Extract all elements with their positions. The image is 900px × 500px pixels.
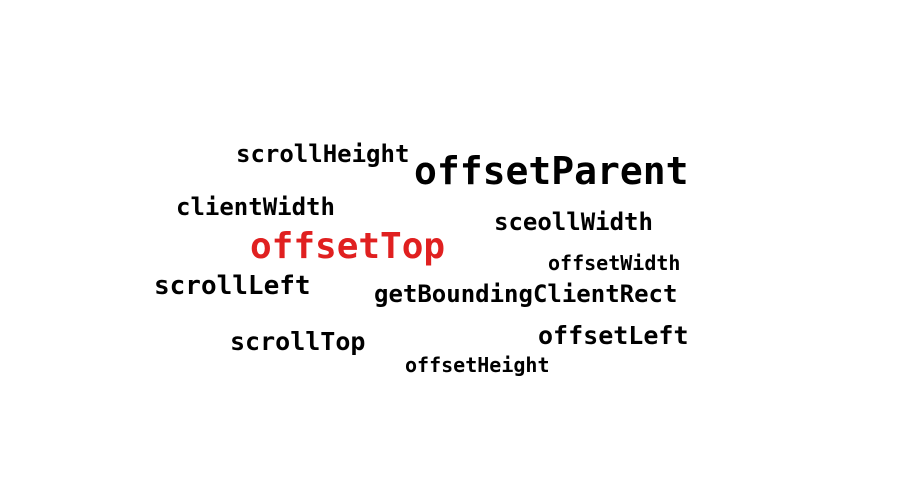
word-scroll-top: scrollTop: [230, 327, 366, 356]
word-offset-height: offsetHeight: [405, 353, 550, 377]
word-offset-left: offsetLeft: [538, 321, 689, 350]
word-offset-parent: offsetParent: [414, 149, 689, 193]
word-offset-width: offsetWidth: [548, 251, 681, 275]
word-offset-top: offsetTop: [250, 226, 446, 267]
word-scroll-height: scrollHeight: [236, 140, 410, 168]
word-client-width: clientWidth: [176, 193, 335, 221]
word-get-bounding-client-rect: getBoundingClientRect: [374, 280, 678, 308]
word-scroll-left: scrollLeft: [154, 271, 311, 301]
word-sceoll-width: sceollWidth: [494, 208, 653, 236]
